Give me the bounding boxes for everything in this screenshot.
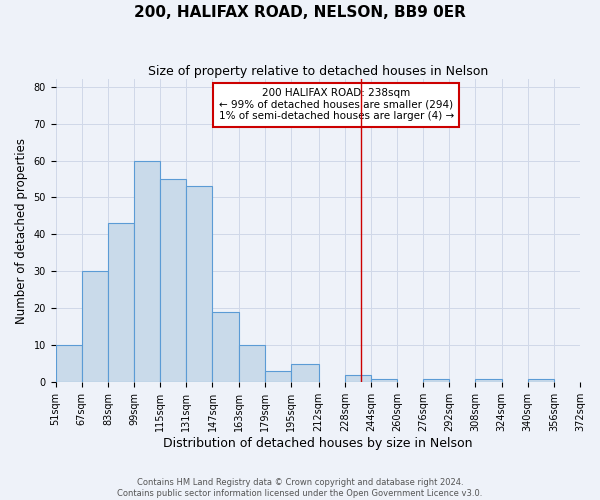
Text: Contains HM Land Registry data © Crown copyright and database right 2024.
Contai: Contains HM Land Registry data © Crown c… (118, 478, 482, 498)
Bar (108, 224, 134, 382)
Bar (528, 378, 554, 382)
Bar (291, 364, 319, 382)
Bar (371, 378, 397, 382)
Bar (239, 346, 265, 383)
Bar (82, 272, 108, 382)
Bar (212, 312, 239, 382)
Text: 200, HALIFAX ROAD, NELSON, BB9 0ER: 200, HALIFAX ROAD, NELSON, BB9 0ER (134, 5, 466, 20)
X-axis label: Distribution of detached houses by size in Nelson: Distribution of detached houses by size … (163, 437, 473, 450)
Text: 200 HALIFAX ROAD: 238sqm
← 99% of detached houses are smaller (294)
1% of semi-d: 200 HALIFAX ROAD: 238sqm ← 99% of detach… (218, 88, 454, 122)
Bar (423, 378, 449, 382)
Y-axis label: Number of detached properties: Number of detached properties (15, 138, 28, 324)
Bar (345, 375, 371, 382)
Bar (187, 186, 212, 382)
Title: Size of property relative to detached houses in Nelson: Size of property relative to detached ho… (148, 65, 488, 78)
Bar (265, 372, 291, 382)
Bar (475, 378, 502, 382)
Bar (160, 179, 187, 382)
Bar (56, 346, 82, 383)
Bar (134, 160, 160, 382)
